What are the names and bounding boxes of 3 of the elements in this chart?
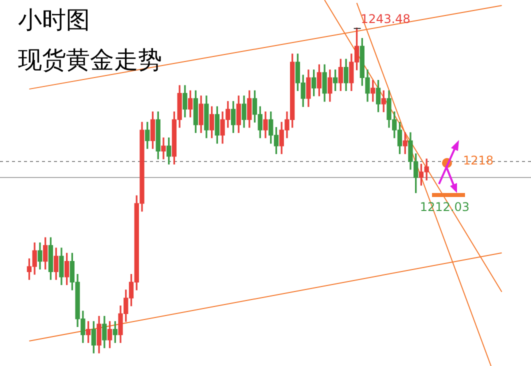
annotation: 1218 [463, 154, 494, 168]
text: 现货黄金走势 [18, 45, 162, 76]
chart-title: 小时图 [18, 5, 90, 36]
